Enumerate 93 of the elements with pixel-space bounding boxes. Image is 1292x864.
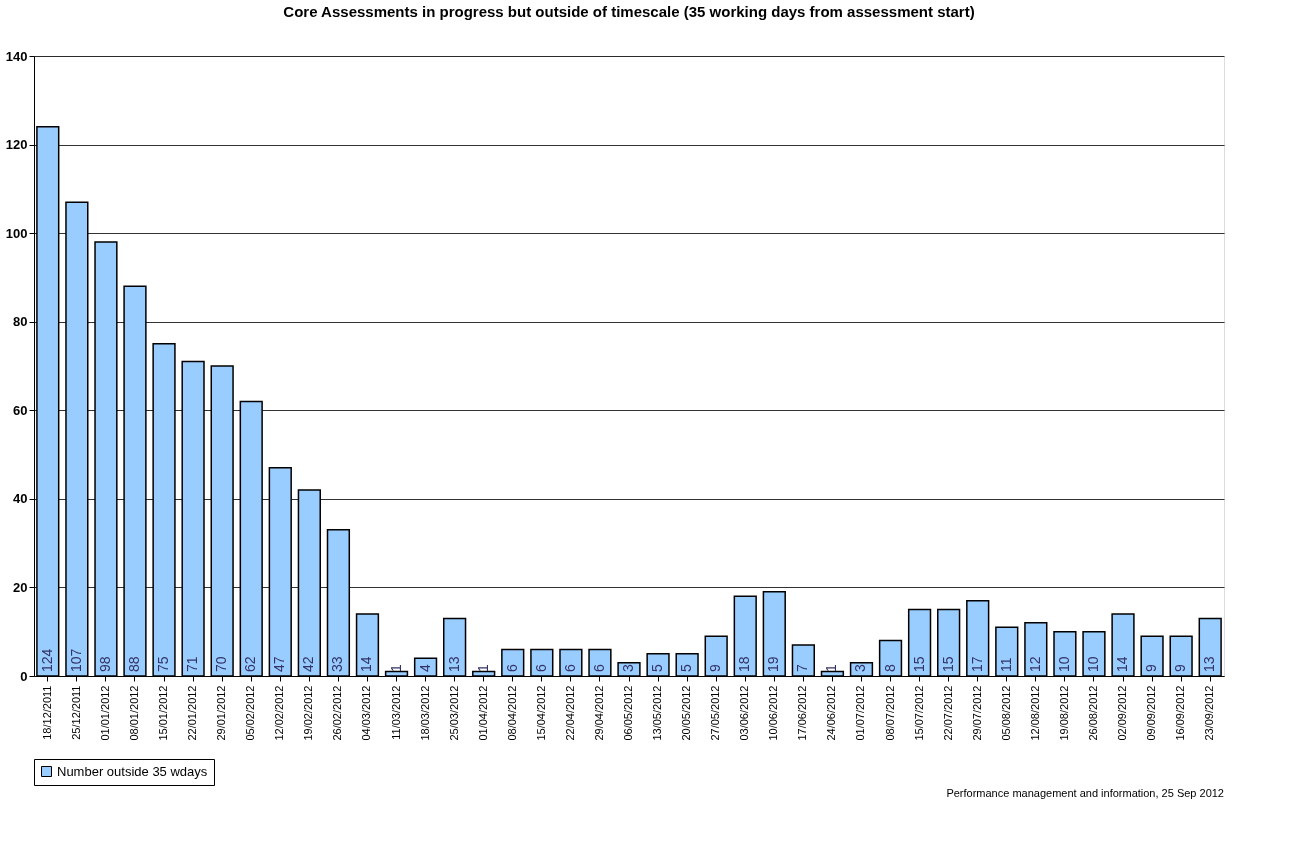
- data-label: 4: [416, 664, 433, 672]
- x-tick-label: 01/04/2012: [476, 685, 489, 741]
- x-tick-label: 10/06/2012: [767, 685, 780, 741]
- y-tick-label: 120: [5, 137, 28, 153]
- x-tick-label: 17/06/2012: [796, 685, 809, 741]
- data-label: 6: [561, 664, 578, 672]
- x-tick-label: 22/01/2012: [186, 685, 199, 741]
- y-tick-label: 40: [13, 491, 28, 507]
- x-tick-label: 11/03/2012: [389, 685, 402, 740]
- data-label: 10: [1084, 656, 1101, 672]
- x-tick-label: 22/04/2012: [563, 685, 576, 741]
- x-tick-label: 06/05/2012: [622, 685, 634, 741]
- x-tick-label: 08/07/2012: [883, 685, 896, 741]
- data-label: 42: [300, 656, 317, 672]
- data-label: 33: [329, 656, 346, 672]
- x-tick-label: 29/04/2012: [592, 685, 605, 741]
- data-label: 6: [503, 664, 520, 672]
- y-tick-label: 20: [13, 579, 28, 595]
- data-label: 15: [910, 656, 927, 672]
- data-label: 71: [184, 656, 201, 672]
- data-label: 9: [1143, 664, 1160, 672]
- data-label: 98: [96, 656, 113, 672]
- x-tick-label: 13/05/2012: [651, 685, 664, 741]
- data-label: 13: [1201, 656, 1218, 672]
- x-tick-label: 03/06/2012: [738, 685, 751, 741]
- data-label: 124: [38, 648, 55, 672]
- x-tick-label: 02/09/2012: [1116, 685, 1129, 741]
- x-tick-label: 25/12/2011: [69, 685, 82, 740]
- data-label: 14: [358, 656, 375, 672]
- data-label: 9: [707, 664, 724, 672]
- x-tick-label: 19/02/2012: [302, 685, 315, 741]
- x-tick-label: 16/09/2012: [1174, 685, 1187, 741]
- x-tick-label: 08/04/2012: [505, 685, 518, 741]
- x-tick-label: 01/07/2012: [854, 685, 867, 741]
- data-label: 9: [1172, 664, 1189, 672]
- x-tick-label: 12/02/2012: [273, 685, 286, 741]
- data-label: 14: [1114, 656, 1131, 672]
- x-tick-label: 05/02/2012: [244, 685, 257, 741]
- data-label: 12: [1026, 656, 1043, 672]
- x-tick-label: 15/07/2012: [912, 685, 925, 741]
- x-tick-label: 15/04/2012: [534, 685, 547, 741]
- y-tick-label: 60: [13, 402, 28, 418]
- x-tick-label: 01/01/2012: [98, 685, 111, 741]
- data-label: 1: [474, 664, 491, 672]
- data-label: 10: [1055, 656, 1072, 672]
- data-label: 8: [881, 664, 898, 672]
- text: Performance management and information, 25 Sep 2012: [946, 787, 1224, 799]
- x-tick-label: 23/09/2012: [1203, 685, 1216, 741]
- data-label: 5: [678, 664, 695, 672]
- x-tick-label: 26/08/2012: [1086, 685, 1099, 741]
- x-tick-label: 22/07/2012: [941, 685, 954, 741]
- data-label: 70: [213, 656, 230, 672]
- x-tick-label: 24/06/2012: [825, 685, 838, 741]
- x-tick-label: 18/12/2011: [40, 685, 53, 740]
- data-label: 11: [997, 657, 1014, 672]
- y-tick-label: 0: [20, 668, 28, 684]
- x-tick-label: 29/01/2012: [215, 685, 228, 741]
- x-tick-label: 09/09/2012: [1145, 685, 1158, 741]
- data-label: 13: [445, 656, 462, 672]
- data-label: 19: [765, 656, 782, 672]
- x-tick-label: 20/05/2012: [680, 685, 693, 741]
- chart-title: Core Assessments in progress but outside of timescale (35 working days from assessment start): [283, 3, 975, 20]
- legend-label: Number outside 35 wdays: [57, 763, 208, 779]
- x-tick-label: 26/02/2012: [331, 685, 344, 741]
- data-label: 1: [387, 664, 404, 672]
- x-tick-label: 05/08/2012: [999, 685, 1012, 741]
- x-tick-label: 18/03/2012: [418, 685, 431, 741]
- data-label: 88: [125, 656, 142, 672]
- x-tick-label: 19/08/2012: [1057, 685, 1070, 741]
- data-label: 75: [155, 656, 172, 672]
- data-label: 1: [823, 664, 840, 672]
- data-label: 18: [736, 656, 753, 672]
- data-label: 3: [852, 664, 869, 672]
- data-label: 7: [794, 664, 811, 672]
- x-tick-label: 04/03/2012: [360, 685, 373, 741]
- data-label: 3: [620, 664, 636, 672]
- data-label: 107: [67, 648, 84, 672]
- data-label: 6: [532, 664, 549, 672]
- data-label: 17: [968, 656, 985, 672]
- data-label: 6: [590, 664, 607, 672]
- x-tick-label: 15/01/2012: [157, 685, 170, 741]
- y-tick-label: 100: [5, 225, 28, 241]
- x-tick-label: 08/01/2012: [127, 685, 140, 741]
- x-tick-label: 25/03/2012: [447, 685, 460, 741]
- data-label: 47: [271, 656, 288, 672]
- x-tick-label: 27/05/2012: [709, 685, 722, 741]
- y-tick-label: 80: [13, 314, 28, 330]
- x-tick-label: 29/07/2012: [970, 685, 983, 741]
- x-tick-label: 12/08/2012: [1028, 685, 1041, 741]
- data-label: 5: [649, 664, 666, 672]
- data-label: 15: [939, 656, 956, 672]
- data-label: 62: [242, 656, 259, 672]
- y-tick-label: 140: [5, 48, 28, 64]
